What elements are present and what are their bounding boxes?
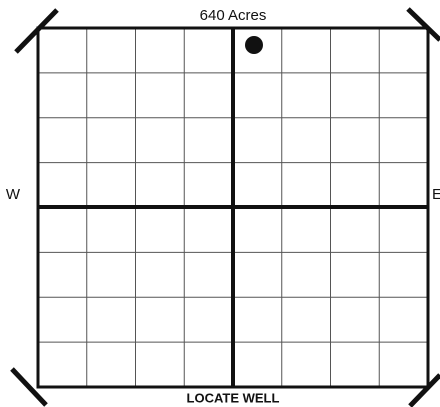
- east-label: E: [432, 186, 440, 203]
- footer-label: LOCATE WELL: [187, 390, 280, 405]
- title: 640 Acres: [200, 7, 267, 24]
- corner-mark: [10, 367, 48, 407]
- west-label: W: [6, 186, 21, 203]
- corner-mark: [408, 373, 440, 407]
- corner-mark: [406, 7, 440, 42]
- corner-mark: [14, 8, 59, 54]
- well-dot: [245, 36, 263, 54]
